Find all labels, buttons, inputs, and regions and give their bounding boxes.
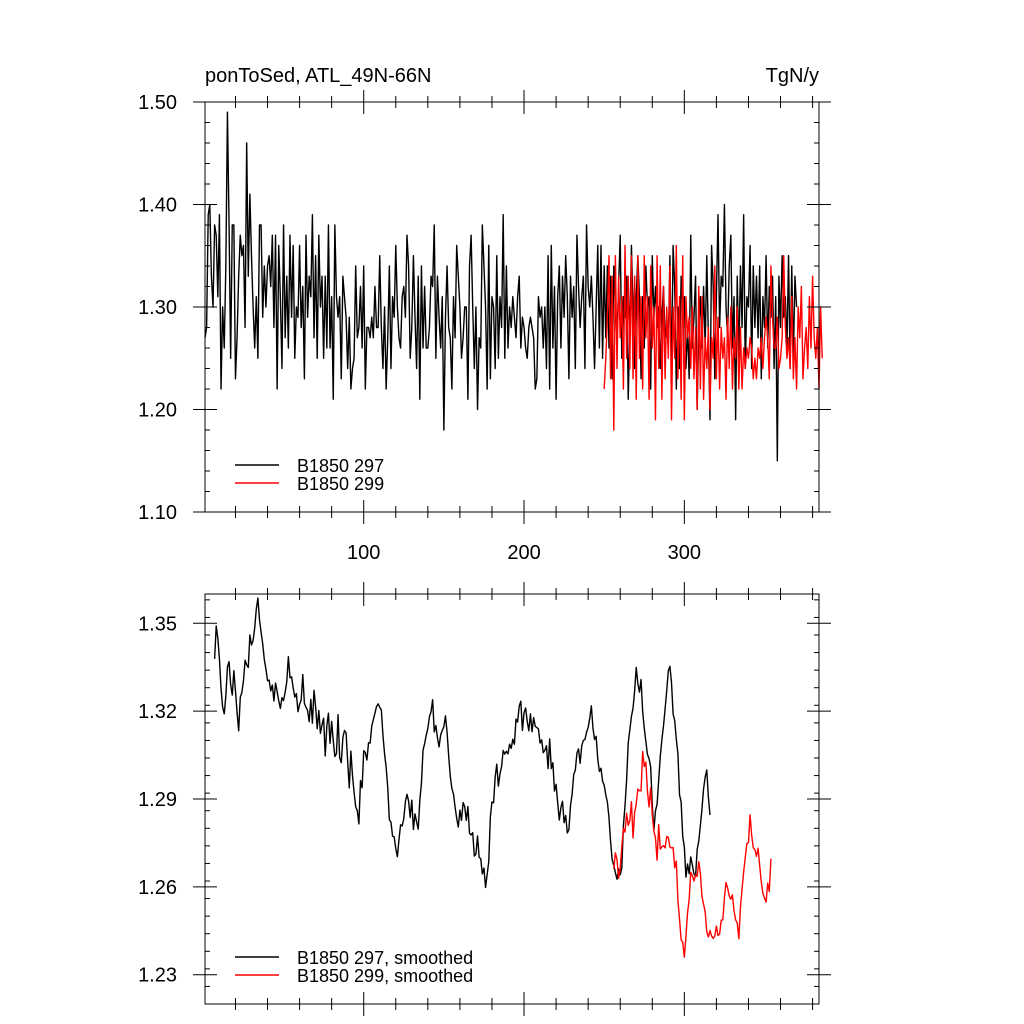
y-tick-label: 1.26 [138,877,177,899]
plot-frame [204,593,820,1005]
legend-label: B1850 299, smoothed [297,966,473,986]
y-tick-label: 1.10 [138,502,177,524]
y-tick-label: 1.35 [138,613,177,635]
y-tick-label: 1.29 [138,789,177,811]
series-line-b1850-299 [603,244,823,431]
panel-2: 1.23 1.26 1.29 1.32 1.35 B1850 297, smoothedB… [138,582,831,1016]
x-tick-label: 300 [668,542,701,564]
legend-label: B1850 299 [297,474,384,494]
series-line-b1850-299-smoothed [613,750,772,958]
x-tick-label: 200 [507,542,540,564]
y-tick-label: 1.30 [138,297,177,319]
legend-label: B1850 297 [297,456,384,476]
x-tick-label: 100 [347,542,380,564]
chart-title: ponToSed, ATL_49N-66N [205,65,431,87]
y-tick-label: 1.50 [138,92,177,114]
legend-label: B1850 297, smoothed [297,948,473,968]
y-tick-label: 1.20 [138,400,177,422]
chart-units: TgN/y [766,65,819,87]
y-tick-label: 1.23 [138,965,177,987]
y-tick-label: 1.32 [138,701,177,723]
series-line-b1850-297-smoothed [213,597,711,889]
series-line-b1850-297 [204,111,798,462]
panel-1: 1.10 1.20 1.30 1.40 1.50 100 200 300 ponToSed, A… [138,65,831,564]
y-tick-label: 1.40 [138,195,177,217]
